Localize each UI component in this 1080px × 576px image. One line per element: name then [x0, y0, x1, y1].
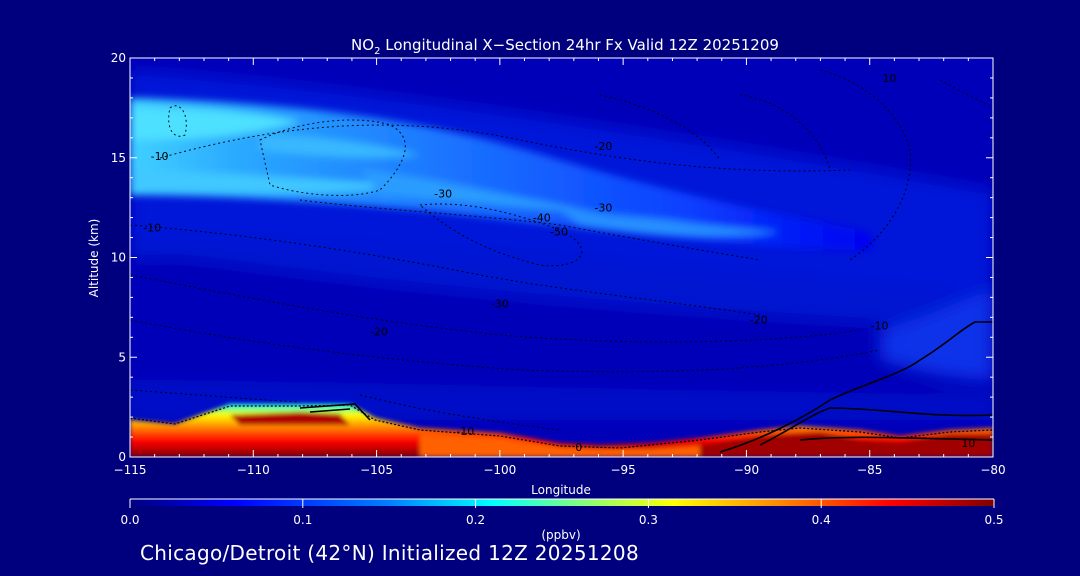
contour-label: 10 — [961, 437, 975, 450]
title-subscript: 2 — [374, 46, 380, 57]
title-rest: Longitudinal X−Section 24hr Fx Valid 12Z… — [380, 36, 778, 54]
colorbar: 0.0 0.1 0.2 0.3 0.4 0.5 (ppbv) — [120, 498, 1004, 542]
y-tick-label: 5 — [118, 350, 126, 364]
contour-label: 0 — [992, 319, 999, 332]
x-tick-label: −100 — [483, 463, 516, 477]
x-tick-label: −105 — [360, 463, 393, 477]
x-tick-label: −80 — [980, 463, 1005, 477]
colorbar-tick-label: 0.5 — [984, 513, 1003, 527]
contour-label: -30 — [434, 188, 452, 201]
x-tick-label: −90 — [734, 463, 759, 477]
contour-label: -40 — [533, 212, 551, 225]
x-axis-label: Longitude — [531, 483, 591, 497]
initialization-caption: Chicago/Detroit (42°N) Initialized 12Z 2… — [140, 541, 639, 565]
contour-labels: -10 -10 -20 -30 -30 -40-50 -20 -30 -20 -10 10 0 -10 0… — [143, 72, 999, 454]
y-axis-label: Altitude (km) — [87, 219, 101, 298]
contour-label: -10 — [871, 319, 889, 332]
y-tick-label: 10 — [111, 251, 126, 265]
no2-upper-band — [130, 98, 874, 251]
contour-label: -50 — [550, 226, 568, 239]
x-tick-label: −85 — [857, 463, 882, 477]
contour-label: -20 — [370, 325, 388, 338]
contour-label: -10 — [456, 425, 474, 438]
colorbar-tick-label: 0.2 — [466, 513, 485, 527]
positive-contour-lines — [299, 321, 993, 453]
colorbar-tick-label: 0.4 — [812, 513, 831, 527]
x-axis: −115 −110 −105 −100 −95 −90 −85 −80 — [114, 58, 1006, 477]
y-tick-label: 15 — [111, 151, 126, 165]
x-tick-label: −115 — [114, 463, 147, 477]
title-prefix: NO — [351, 36, 374, 54]
y-axis: 0 5 10 15 20 — [111, 51, 993, 464]
x-tick-label: −95 — [610, 463, 635, 477]
x-tick-label: −110 — [237, 463, 270, 477]
colorbar-scale — [130, 499, 994, 506]
chart-title: NO2 Longitudinal X−Section 24hr Fx Valid… — [351, 36, 779, 57]
plot-area: -10 -10 -20 -30 -30 -40-50 -20 -30 -20 -10 10 0 -10 0… — [130, 58, 999, 457]
contour-label: 10 — [882, 72, 896, 85]
colorbar-label: (ppbv) — [541, 528, 580, 542]
contour-label: 0 — [575, 441, 582, 454]
terrain-outline — [130, 404, 993, 449]
y-tick-label: 20 — [111, 51, 126, 65]
colorbar-tick-label: 0.1 — [293, 513, 312, 527]
contour-label: -20 — [750, 313, 768, 326]
temperature-contour-lines — [130, 69, 991, 431]
contour-label: -10 — [151, 150, 169, 163]
contour-label: -30 — [594, 202, 612, 215]
colorbar-ticks: 0.0 0.1 0.2 0.3 0.4 0.5 — [120, 499, 1004, 527]
contour-label: -20 — [594, 140, 612, 153]
contour-label: -30 — [491, 297, 509, 310]
contour-label: -10 — [143, 222, 161, 235]
colorbar-tick-label: 0.0 — [120, 513, 139, 527]
colorbar-tick-label: 0.3 — [639, 513, 658, 527]
y-tick-label: 0 — [118, 450, 126, 464]
